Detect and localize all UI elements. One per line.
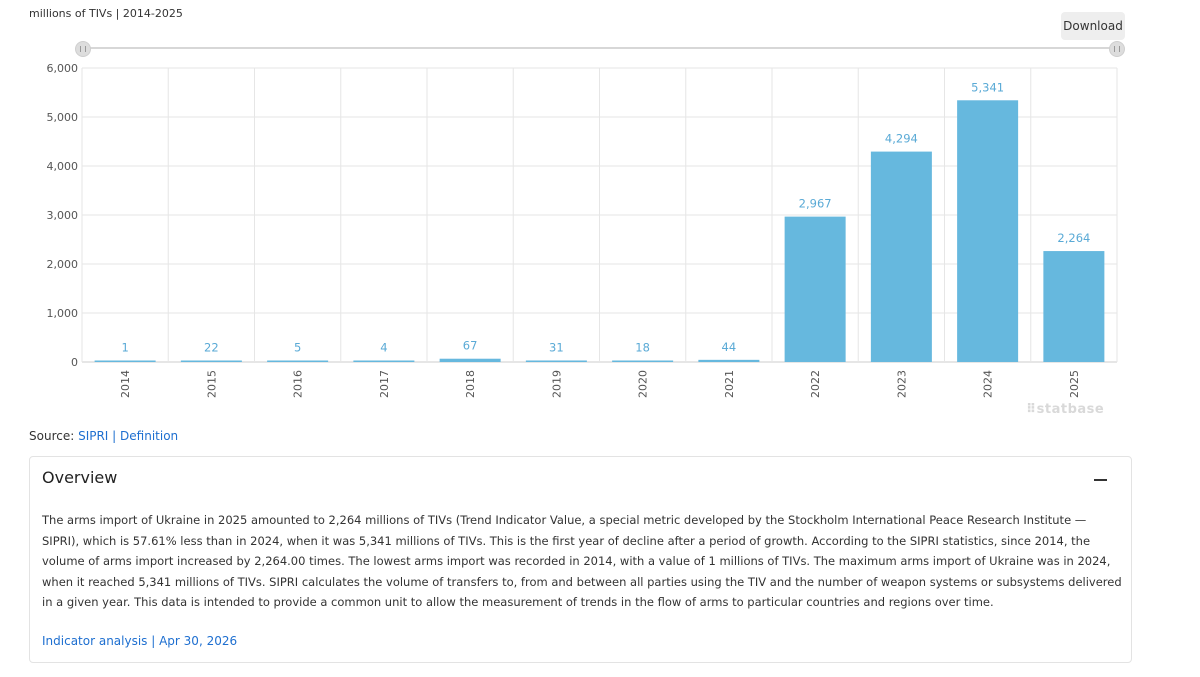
y-tick-label: 6,000 <box>47 62 79 75</box>
data-label-2023: 4,294 <box>885 132 918 146</box>
data-label-2022: 2,967 <box>799 197 832 211</box>
x-tick-label: 2018 <box>464 370 477 398</box>
x-tick-label: 2022 <box>809 370 822 398</box>
data-label-2020: 18 <box>635 341 650 355</box>
data-label-2021: 44 <box>722 340 737 354</box>
download-button[interactable]: Download <box>1061 12 1125 40</box>
bar-chart: 0 1,000 2,000 3,000 4,000 5,000 6,000 1 2014 22 20… <box>47 62 1118 398</box>
source-prefix: Source: <box>29 429 79 443</box>
indicator-analysis-link[interactable]: Indicator analysis | Apr 30, 2026 <box>42 634 238 648</box>
y-tick-label: 4,000 <box>47 160 79 173</box>
bar-2024 <box>957 100 1019 362</box>
y-tick-label: 1,000 <box>47 307 79 320</box>
bar-2019 <box>525 360 587 362</box>
bar-2016 <box>267 360 329 362</box>
overview-title: Overview <box>42 468 118 487</box>
y-tick-label: 2,000 <box>47 258 79 271</box>
minus-icon <box>1094 479 1107 481</box>
data-label-2015: 22 <box>204 341 219 355</box>
bar-2021 <box>698 359 760 362</box>
range-handle-end[interactable] <box>1109 41 1125 57</box>
source-line: Source: SIPRI | Definition <box>29 429 178 443</box>
x-tick-label: 2020 <box>637 370 650 398</box>
x-tick-label: 2025 <box>1068 370 1081 398</box>
overview-panel: Overview The arms import of Ukraine in 2… <box>29 456 1132 663</box>
bar-2020 <box>612 360 674 362</box>
range-slider-track[interactable] <box>82 47 1118 49</box>
bar-2015 <box>180 360 242 362</box>
source-link-sipri[interactable]: SIPRI <box>78 429 109 443</box>
data-label-2025: 2,264 <box>1057 231 1090 245</box>
bar-2014 <box>94 360 156 362</box>
source-link-definition[interactable]: Definition <box>120 429 179 443</box>
statbase-watermark: ⠿statbase <box>1026 402 1105 417</box>
x-tick-label: 2023 <box>895 370 908 398</box>
y-tick-label: 3,000 <box>47 209 79 222</box>
x-tick-label: 2024 <box>982 370 995 398</box>
data-label-2017: 4 <box>380 341 387 355</box>
x-tick-label: 2016 <box>292 370 305 398</box>
x-tick-label: 2014 <box>119 370 132 398</box>
range-handle-start[interactable] <box>75 41 91 57</box>
data-label-2019: 31 <box>549 340 564 354</box>
data-label-2024: 5,341 <box>971 80 1004 94</box>
y-tick-label: 0 <box>71 356 78 369</box>
x-tick-label: 2021 <box>723 370 736 398</box>
x-tick-label: 2017 <box>378 370 391 398</box>
data-label-2016: 5 <box>294 341 301 355</box>
collapse-button[interactable] <box>1085 467 1117 493</box>
bar-2025 <box>1043 251 1105 362</box>
data-label-2018: 67 <box>463 339 478 353</box>
bar-2017 <box>353 360 415 362</box>
bar-2022 <box>784 216 846 362</box>
y-tick-label: 5,000 <box>47 111 79 124</box>
bar-2018 <box>439 358 501 362</box>
source-separator: | <box>108 429 121 443</box>
x-tick-label: 2019 <box>550 370 563 398</box>
bar-2023 <box>870 151 932 362</box>
overview-text: The arms import of Ukraine in 2025 amoun… <box>42 513 1122 609</box>
data-label-2014: 1 <box>121 341 128 355</box>
x-tick-label: 2015 <box>205 370 218 398</box>
unit-label: millions of TIVs | 2014-2025 <box>29 7 183 20</box>
